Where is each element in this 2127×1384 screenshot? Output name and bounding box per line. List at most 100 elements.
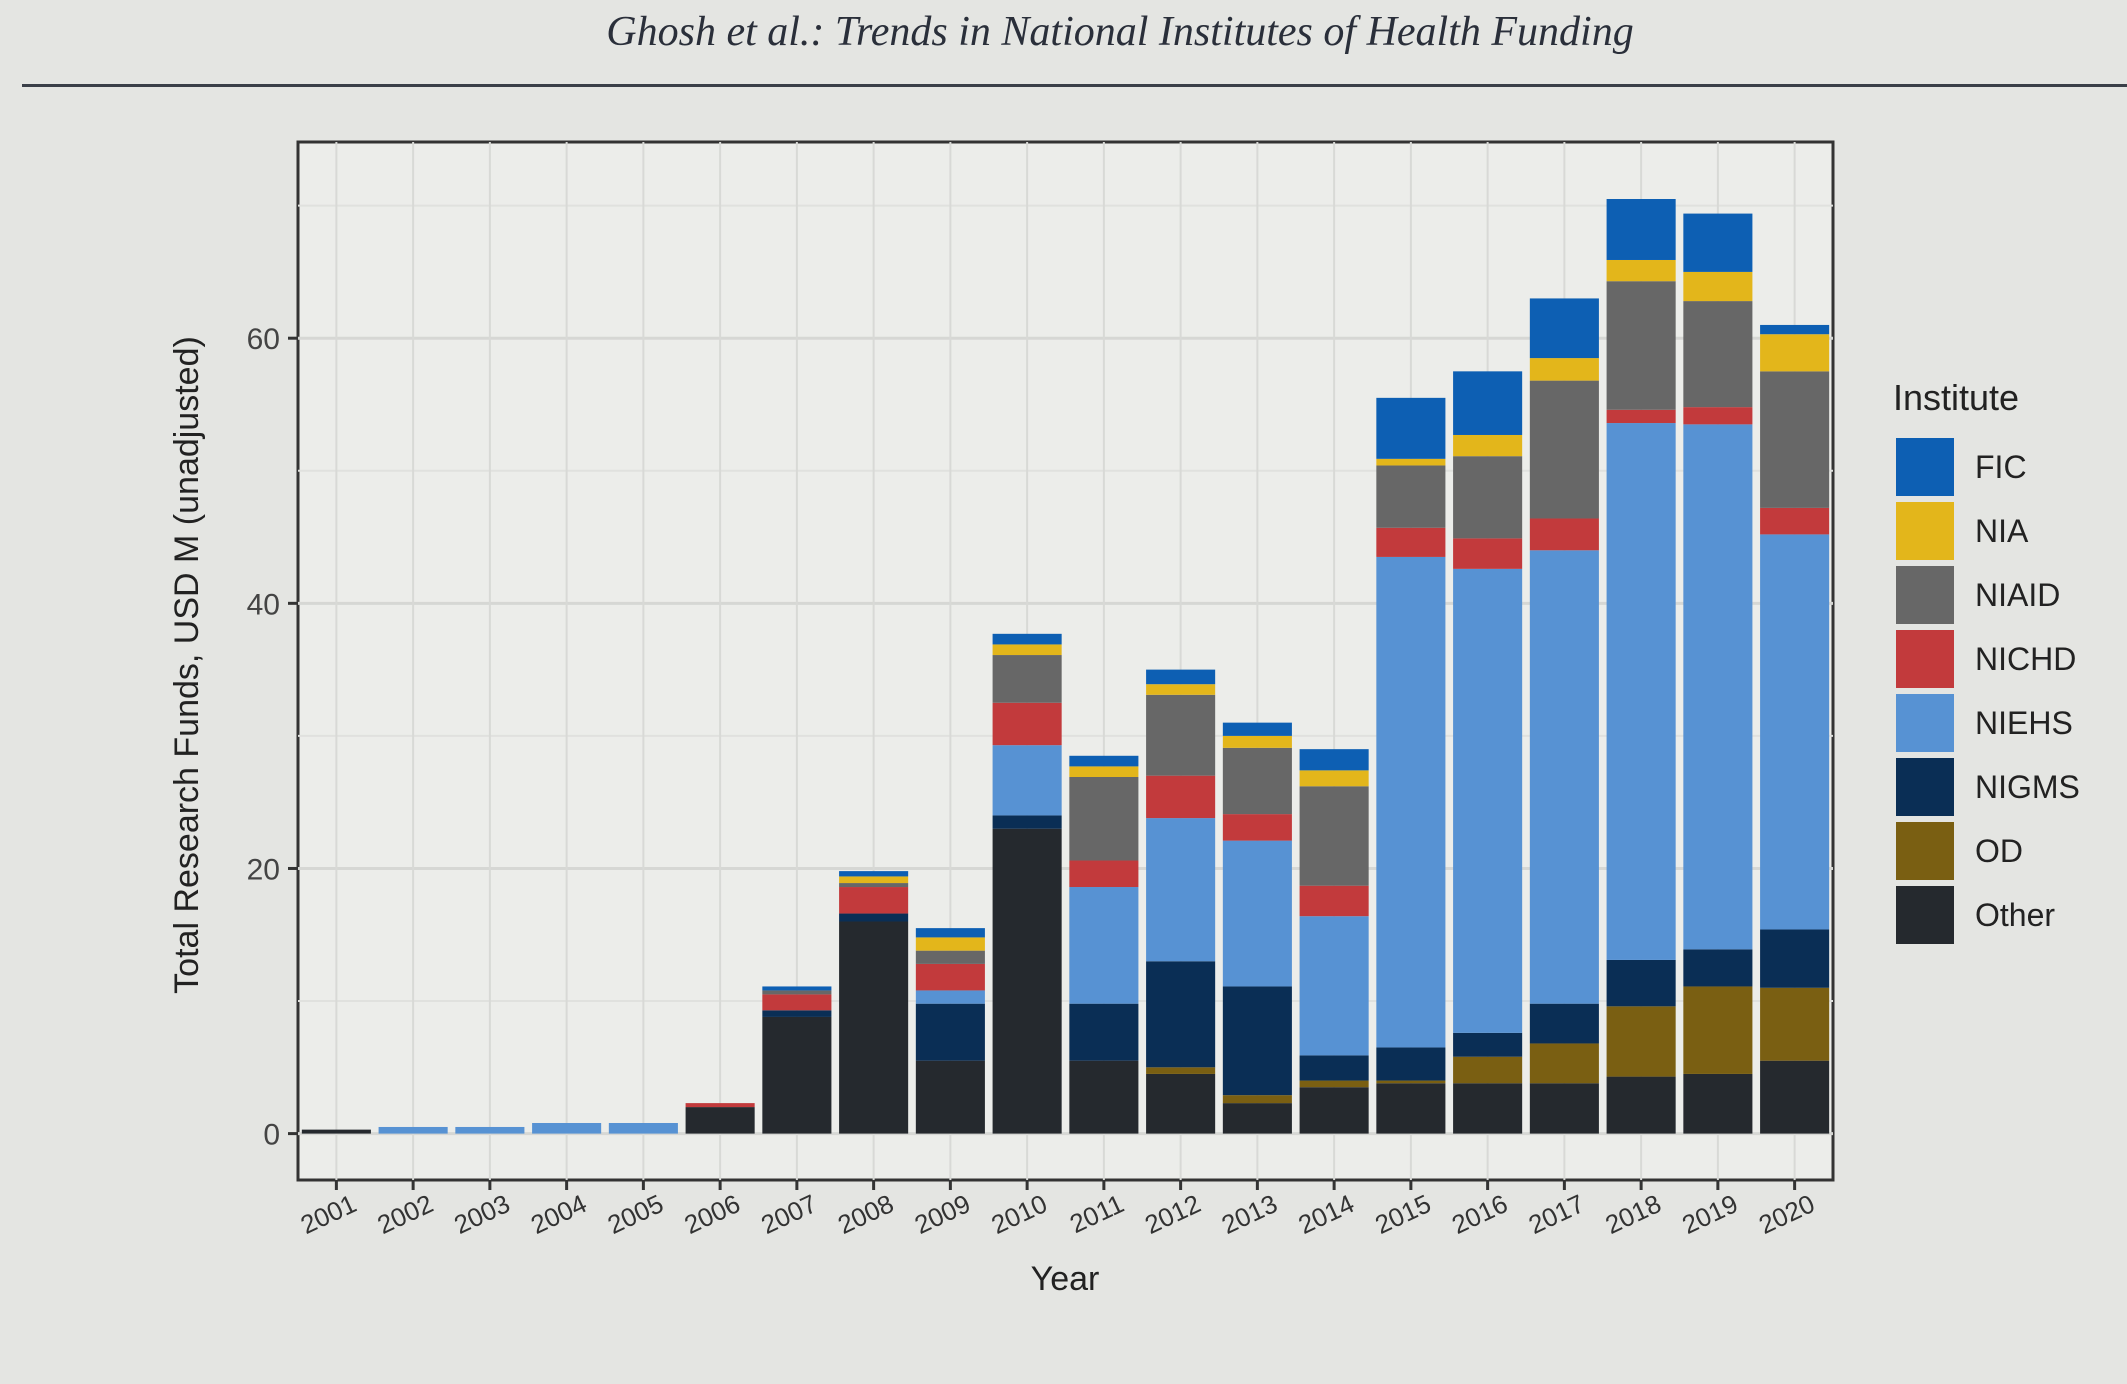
bar-segment-nigms-2010 [992,815,1062,829]
bar-segment-nichd-2012 [1146,775,1216,819]
bar-segment-fic-2012 [1146,669,1216,685]
bar-segment-nichd-2017 [1529,518,1599,551]
legend-label-niaid: NIAID [1975,577,2060,613]
bar-segment-other-2018 [1606,1076,1676,1134]
bar-segment-nia-2018 [1606,259,1676,282]
bar-segment-other-2013 [1222,1103,1292,1134]
bar-segment-od-2018 [1606,1006,1676,1077]
bar-segment-nigms-2016 [1453,1032,1523,1057]
legend-key-nia [1896,502,1954,560]
bar-segment-fic-2015 [1376,397,1446,459]
bar-segment-niehs-2012 [1146,818,1216,962]
bar-segment-niaid-2012 [1146,694,1216,776]
bar-segment-fic-2008 [839,871,909,877]
x-tick-label: 2008 [833,1188,898,1240]
bar-segment-fic-2011 [1069,755,1139,767]
bar-segment-nigms-2012 [1146,961,1216,1068]
bar-segment-od-2017 [1529,1043,1599,1084]
x-tick-label: 2016 [1447,1188,1512,1240]
bar-segment-fic-2019 [1683,213,1753,272]
x-tick-label: 2012 [1140,1188,1205,1240]
legend-label-nia: NIA [1975,513,2029,549]
y-axis: 0 20 40 60 [247,323,298,1152]
x-tick-label: 2001 [296,1188,361,1240]
bar-segment-niaid-2011 [1069,776,1139,861]
bar-segment-nia-2014 [1299,770,1369,787]
bar-segment-niehs-2014 [1299,916,1369,1056]
bar-segment-niaid-2010 [992,655,1062,703]
bar-segment-niehs-2018 [1606,423,1676,960]
bar-segment-nia-2009 [915,937,985,951]
bar-segment-other-2012 [1146,1073,1216,1134]
bar-segment-nigms-2011 [1069,1003,1139,1061]
bar-segment-niaid-2017 [1529,380,1599,519]
bar-segment-od-2013 [1222,1095,1292,1104]
bar-segment-nichd-2018 [1606,409,1676,424]
bar-segment-other-2001 [301,1129,371,1134]
bar-segment-nigms-2017 [1529,1003,1599,1044]
bar-segment-other-2020 [1760,1060,1830,1134]
bar-segment-nichd-2020 [1760,507,1830,535]
bar-segment-od-2012 [1146,1067,1216,1074]
y-axis-title: Total Research Funds, USD M (unadjusted) [168,336,206,994]
legend-label-niehs: NIEHS [1975,705,2073,741]
bar-segment-nigms-2018 [1606,959,1676,1007]
bar-segment-other-2006 [685,1107,755,1134]
bar-segment-nigms-2009 [915,1003,985,1061]
bar-segment-other-2009 [915,1060,985,1134]
bar-segment-fic-2013 [1222,722,1292,736]
bar-segment-fic-2010 [992,633,1062,645]
legend-title: Institute [1893,377,2019,418]
bar-segment-fic-2009 [915,928,985,938]
legend-label-other: Other [1975,897,2055,933]
bar-segment-nia-2008 [839,876,909,884]
bar-segment-other-2008 [839,921,909,1134]
plot-panel [296,140,1835,1182]
bar-segment-niaid-2007 [762,990,832,995]
bar-segment-niehs-2002 [378,1126,448,1134]
bar-segment-other-2007 [762,1016,832,1134]
bar-segment-fic-2017 [1529,298,1599,359]
legend-key-nigms [1896,758,1954,816]
bar-segment-niaid-2016 [1453,456,1523,539]
x-tick-label: 2006 [680,1188,745,1240]
bar-segment-nichd-2006 [685,1103,755,1108]
x-tick-label: 2009 [910,1188,975,1240]
bar-segment-other-2014 [1299,1087,1369,1134]
bar-segment-niaid-2009 [915,950,985,964]
bar-segment-nigms-2008 [839,913,909,922]
bar-segment-nia-2013 [1222,735,1292,748]
legend-label-fic: FIC [1975,449,2027,485]
bar-segment-nichd-2011 [1069,860,1139,888]
bar-segment-nigms-2007 [762,1010,832,1017]
bar-segment-nia-2016 [1453,434,1523,457]
bar-segment-niehs-2017 [1529,550,1599,1004]
bar-segment-nigms-2015 [1376,1047,1446,1081]
bar-segment-niehs-2016 [1453,568,1523,1033]
x-tick-label: 2015 [1370,1188,1435,1240]
bar-segment-other-2015 [1376,1083,1446,1134]
bar-segment-nigms-2019 [1683,949,1753,987]
bar-segment-nia-2017 [1529,358,1599,381]
bar-segment-od-2015 [1376,1080,1446,1084]
y-tick-label: 60 [247,323,280,356]
x-tick-label: 2011 [1065,1188,1128,1239]
legend-label-nichd: NICHD [1975,641,2076,677]
bar-segment-fic-2007 [762,986,832,991]
bar-segment-od-2019 [1683,986,1753,1074]
bar-segment-niehs-2015 [1376,556,1446,1048]
bar-segment-od-2016 [1453,1056,1523,1084]
x-tick-label: 2005 [603,1188,668,1240]
legend: Institute FIC NIA NIAID NICHD NIEHS NIGMS OD Ot… [1893,377,2080,944]
x-tick-label: 2014 [1294,1188,1359,1240]
bar-segment-nichd-2009 [915,963,985,991]
bar-segment-niehs-2004 [532,1122,602,1134]
x-tick-label: 2003 [449,1188,514,1240]
bar-segment-niaid-2019 [1683,301,1753,408]
bar-segment-nichd-2019 [1683,407,1753,425]
x-axis-title: Year [1031,1260,1100,1298]
x-tick-label: 2007 [756,1188,821,1240]
bar-segment-od-2014 [1299,1080,1369,1088]
bar-segment-od-2020 [1760,987,1830,1061]
y-tick-label: 40 [247,588,280,621]
